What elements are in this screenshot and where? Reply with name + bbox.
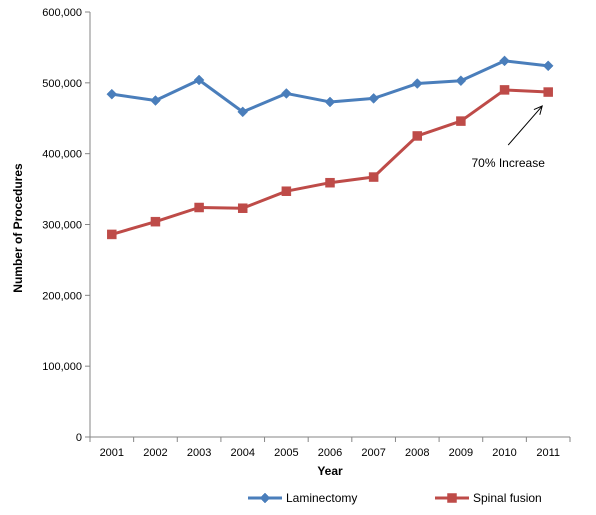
data-point <box>542 60 554 72</box>
x-tick-label: 2010 <box>492 447 516 459</box>
x-tick-label: 2011 <box>536 447 560 459</box>
y-tick-label: 100,000 <box>42 361 82 373</box>
legend-swatch-marker <box>447 493 457 503</box>
data-point <box>324 96 336 108</box>
legend-label: Laminectomy <box>286 491 357 505</box>
data-point <box>150 95 161 106</box>
legend-item: Spinal fusion <box>435 491 542 505</box>
data-point <box>412 131 423 141</box>
y-axis: 0 100,000 200,000 300,000 400,000 500,000 600,… <box>42 7 91 444</box>
y-tick-label: 300,000 <box>42 220 82 232</box>
series-laminectomy <box>106 55 554 118</box>
data-point <box>237 106 249 118</box>
data-point <box>106 88 118 100</box>
data-point <box>107 229 117 240</box>
x-tick-label: 2009 <box>449 447 473 459</box>
x-tick-label: 2006 <box>318 447 342 459</box>
x-axis-title: Year <box>317 464 343 478</box>
annotation-arrow-line <box>507 105 543 146</box>
data-point <box>150 216 161 227</box>
x-tick-label: 2003 <box>187 447 211 459</box>
y-tick-label: 500,000 <box>42 78 82 90</box>
x-tick-label: 2004 <box>230 447 254 459</box>
x-tick-label: 2008 <box>405 447 429 459</box>
annotation-layer: 70% Increase <box>471 105 545 170</box>
data-point <box>499 85 510 95</box>
data-point <box>237 203 248 213</box>
data-point <box>455 75 467 87</box>
data-point <box>281 186 292 196</box>
x-axis: 2001 2002 2003 2004 2005 2006 2007 2008 2009 2010… <box>89 436 571 459</box>
data-point <box>281 88 292 99</box>
x-tick-label: 2007 <box>361 447 385 459</box>
legend: Laminectomy Spinal fusion <box>248 491 542 505</box>
y-tick-label: 400,000 <box>42 149 82 161</box>
data-point <box>411 78 423 89</box>
data-point <box>325 177 335 188</box>
data-point <box>194 202 204 213</box>
series-spinal-fusion <box>107 85 553 240</box>
data-point <box>499 55 510 67</box>
y-tick-label: 200,000 <box>42 290 82 302</box>
data-point <box>543 87 553 97</box>
x-tick-label: 2005 <box>274 447 298 459</box>
legend-item: Laminectomy <box>248 491 357 505</box>
legend-swatch-marker <box>259 492 271 504</box>
x-tick-label: 2002 <box>143 447 167 459</box>
annotation-text: 70% Increase <box>471 156 545 170</box>
y-tick-label: 0 <box>76 432 82 444</box>
series-layer <box>106 55 554 240</box>
y-axis-title: Number of Procedures <box>11 163 25 293</box>
data-point <box>368 172 379 182</box>
data-point <box>456 116 466 126</box>
x-tick-label: 2001 <box>100 447 124 459</box>
y-tick-label: 600,000 <box>42 7 82 19</box>
data-point <box>193 74 205 86</box>
annotation-arrow-head <box>533 105 543 115</box>
legend-label: Spinal fusion <box>473 491 542 505</box>
data-point <box>368 93 379 104</box>
